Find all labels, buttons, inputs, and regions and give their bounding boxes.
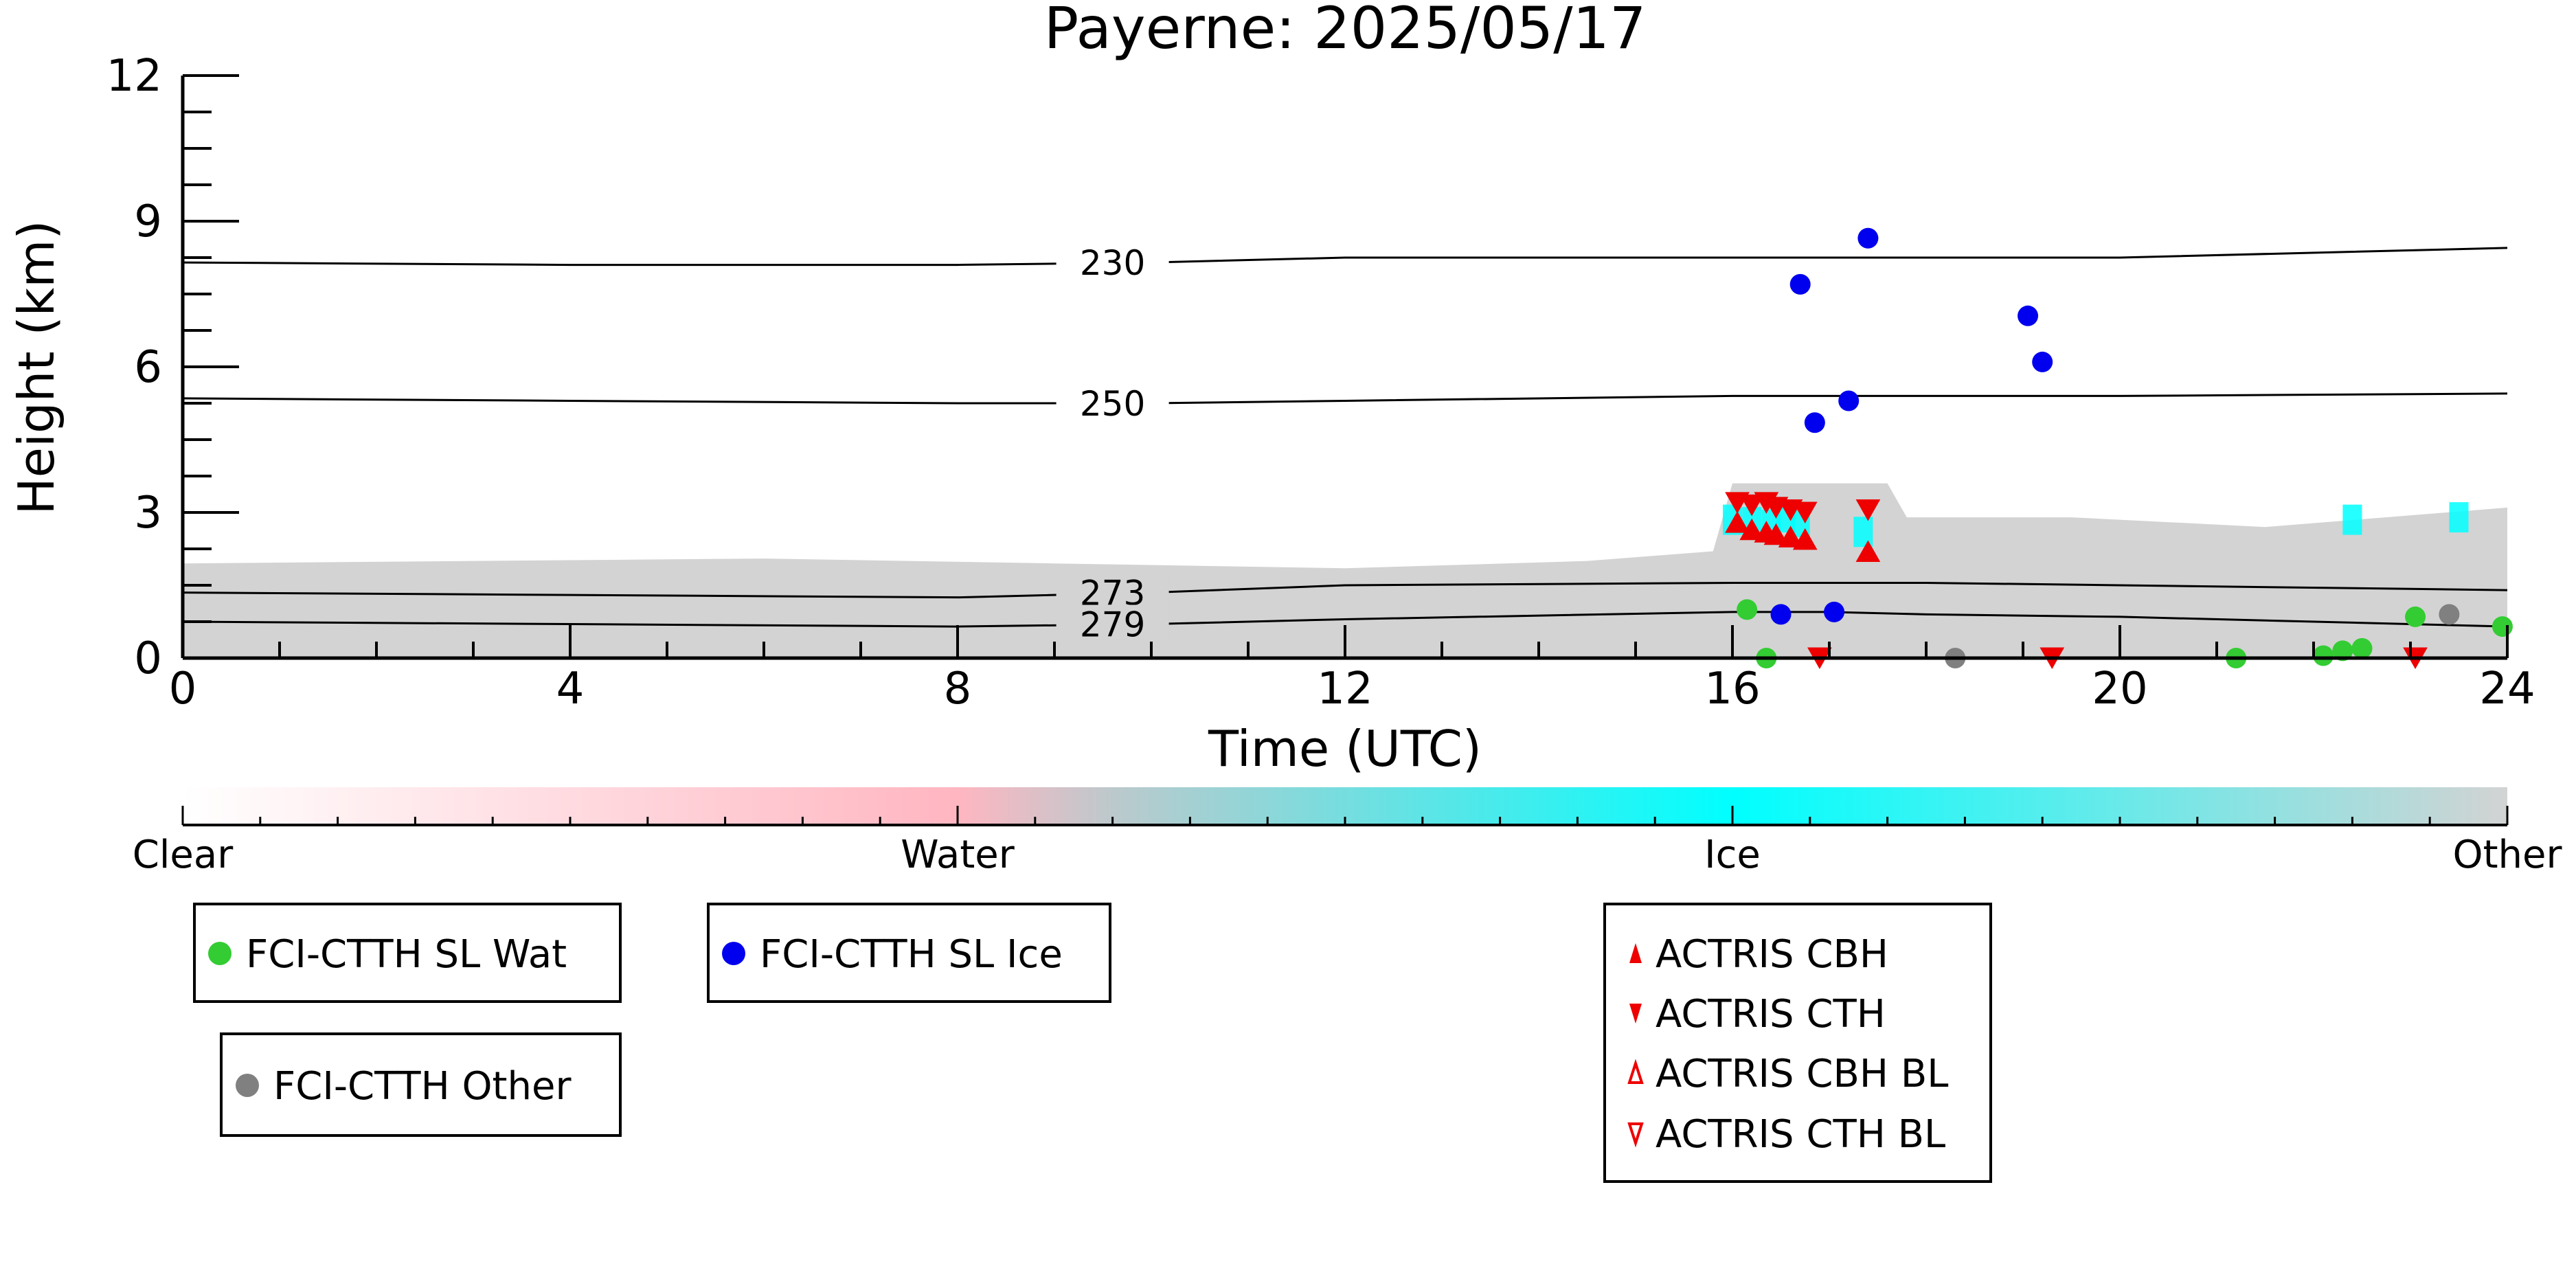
actris-cbh-point (1792, 528, 1818, 550)
y-tick-label: 6 (134, 342, 162, 393)
x-tick-label: 20 (2092, 664, 2147, 714)
fci-ctth-sl-wat-point (1737, 599, 1758, 620)
actris-cbh-point (1725, 511, 1750, 533)
fci-ctth-sl-wat-point (2332, 640, 2353, 662)
colorbar-label-ice: Ice (1704, 833, 1761, 877)
legend-label-other: FCI-CTTH Other (273, 1064, 572, 1109)
ice-patch (2449, 502, 2469, 533)
legend-marker-cbh-bl (1627, 1059, 1644, 1084)
actris-cth-point (1739, 494, 1765, 517)
contour-label-bg (1056, 384, 1169, 418)
actris-cth-point (1855, 499, 1881, 521)
colorbar-ticks (181, 806, 2509, 826)
contour-label-250: 250 (1080, 384, 1145, 424)
fci-ctth-sl-ice-point (2032, 351, 2053, 372)
colorbar: Clear Water Ice Other (133, 787, 2562, 877)
x-axis-label: Time (UTC) (1208, 720, 1482, 778)
contour-label-bg (1056, 573, 1169, 608)
x-tick-label: 16 (1704, 664, 1760, 714)
fci-ctth-sl-ice-point (1770, 604, 1792, 625)
ice-patch (1853, 517, 1873, 547)
fci-ctth-sl-ice-point (2018, 305, 2039, 326)
contour-273 (182, 581, 2508, 599)
actris-cbh-point (1778, 526, 1803, 547)
fci-ctth-sl-wat-point (2313, 645, 2334, 666)
legend-marker-other (236, 1074, 259, 1097)
contour-label-279: 279 (1080, 605, 1145, 645)
x-tick-label: 8 (944, 664, 972, 714)
legend-label-wat: FCI-CTTH SL Wat (246, 932, 567, 977)
axes: 0 4 8 12 16 20 24 0 3 6 9 12 (106, 51, 2535, 714)
legend-box-ice: FCI-CTTH SL Ice (707, 903, 1111, 1003)
actris-cbh-point (1763, 523, 1789, 545)
fci-ctth-sl-ice-point (1789, 273, 1811, 295)
fci-ctth-sl-wat-point (2405, 606, 2426, 627)
fci-ctth-sl-wat-point (2492, 616, 2513, 637)
legend-label-cth-bl: ACTRIS CTH BL (1656, 1112, 1945, 1157)
x-tick-label: 12 (1317, 664, 1372, 714)
x-tick-label: 4 (556, 664, 585, 714)
y-tick-label: 0 (134, 633, 162, 684)
contour-label-bg (1056, 243, 1169, 278)
ice-patch (2342, 504, 2362, 535)
colorbar-label-water: Water (901, 833, 1015, 877)
legend-marker-cth (1629, 1004, 1642, 1024)
fci-ctth-sl-wat-point (2351, 637, 2373, 659)
actris-cbh-point (1739, 518, 1765, 541)
contour-label-bg (1056, 605, 1169, 640)
fci-ctth-sl-ice-point (1857, 227, 1879, 249)
legend-label-cbh-bl: ACTRIS CBH BL (1656, 1052, 1948, 1096)
contour-230 (182, 247, 2508, 267)
colorbar-label-clear: Clear (133, 833, 234, 877)
legend-box-water: FCI-CTTH SL Wat (193, 903, 622, 1003)
contour-250 (182, 392, 2508, 405)
legend-box-actris: ACTRIS CBH ACTRIS CTH ACTRIS CBH BL ACTR… (1603, 903, 1992, 1183)
legend-marker-cth-bl (1627, 1122, 1644, 1148)
chart-title: Payerne: 2025/05/17 (1044, 0, 1647, 62)
y-tick-label: 9 (134, 196, 162, 247)
fci-ctth-other-point (2439, 604, 2460, 625)
contour-label-230: 230 (1080, 243, 1145, 283)
x-tick-label: 24 (2479, 664, 2535, 714)
fci-ctth-sl-ice-point (1804, 412, 1825, 433)
fci-ctth-sl-ice-point (1838, 390, 1860, 411)
legend-marker-ice (722, 942, 745, 965)
legend-label-cbh: ACTRIS CBH (1656, 932, 1888, 977)
legend-marker-wat (208, 942, 231, 965)
fci-ctth-sl-ice-point (1824, 601, 1845, 622)
legend: FCI-CTTH SL Wat FCI-CTTH SL Ice FCI-CTTH… (193, 903, 1992, 1183)
legend-label-ice: FCI-CTTH SL Ice (760, 932, 1063, 977)
legend-label-cth: ACTRIS CTH (1656, 992, 1886, 1037)
y-axis-label: Height (km) (8, 221, 65, 515)
contour-279 (182, 611, 2508, 628)
actris-cbh-point (1855, 540, 1881, 563)
y-tick-label: 3 (134, 488, 162, 539)
legend-marker-cbh (1629, 943, 1642, 963)
colorbar-label-other: Other (2452, 833, 2562, 877)
x-tick-label: 0 (169, 664, 197, 714)
actris-cth-point (1792, 501, 1818, 524)
y-tick-label: 12 (106, 51, 162, 102)
legend-box-other: FCI-CTTH Other (220, 1032, 622, 1137)
